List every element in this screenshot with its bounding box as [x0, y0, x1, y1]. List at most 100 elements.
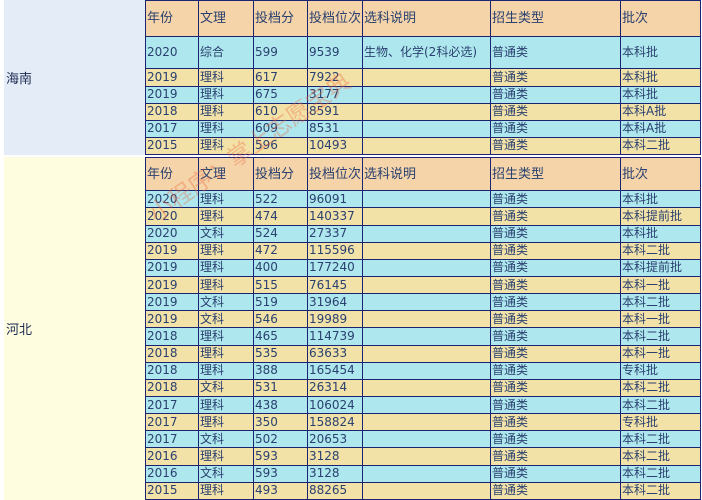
cell-admission-type: 普通类 — [490, 102, 621, 121]
header-row: 年份 文理 投档分 投档位次 选科说明 招生类型 批次 — [145, 0, 701, 38]
cell-score: 675 — [253, 85, 308, 104]
cell-admission-type: 普通类 — [490, 36, 621, 70]
cell-admission-type: 普通类 — [490, 378, 621, 397]
cell-score: 524 — [253, 224, 308, 243]
cell-score: 515 — [253, 275, 308, 295]
score-table: 年份 文理 投档分 投档位次 选科说明 招生类型 批次 2020 综合 599 9539 生物、化学(… — [145, 0, 701, 156]
cell-batch: 本科二批 — [620, 293, 701, 312]
cell-admission-type: 普通类 — [490, 275, 621, 295]
table-row: 2020 理科 474 140337 普通类 本科提前批 — [145, 207, 701, 226]
cell-batch: 本科批 — [620, 85, 701, 104]
cell-score: 438 — [253, 395, 308, 415]
cell-batch: 本科二批 — [620, 430, 701, 449]
cell-year: 2019 — [145, 85, 199, 104]
cell-subject-note — [362, 413, 491, 432]
cell-year: 2017 — [145, 413, 199, 432]
table-row: 2019 理科 617 7922 普通类 本科批 — [145, 68, 701, 87]
cell-subject-note — [362, 85, 491, 104]
cell-rank: 177240 — [307, 258, 363, 277]
cell-admission-type: 普通类 — [490, 85, 621, 104]
cell-subject-note — [362, 258, 491, 277]
cell-subject-note — [362, 136, 491, 156]
cell-admission-type: 普通类 — [490, 207, 621, 226]
table-row: 2017 文科 502 20653 普通类 本科二批 — [145, 430, 701, 449]
cell-rank: 31964 — [307, 293, 363, 312]
cell-subject-note — [362, 241, 491, 260]
province-cell: 海南 — [4, 0, 145, 155]
cell-year: 2016 — [145, 447, 199, 466]
cell-score: 610 — [253, 102, 308, 121]
cell-rank: 27337 — [307, 224, 363, 243]
cell-score: 519 — [253, 293, 308, 312]
cell-rank: 114739 — [307, 327, 363, 346]
cell-subject-note — [362, 361, 491, 380]
cell-score: 596 — [253, 136, 308, 156]
cell-subject-note — [362, 102, 491, 121]
table-row: 2020 综合 599 9539 生物、化学(2科必选) 普通类 本科批 — [145, 36, 701, 70]
cell-track: 理科 — [198, 85, 254, 104]
cell-batch: 本科一批 — [620, 310, 701, 329]
cell-batch: 本科二批 — [620, 327, 701, 346]
cell-batch: 本科批 — [620, 224, 701, 243]
cell-subject-note: 生物、化学(2科必选) — [362, 36, 491, 70]
cell-rank: 8531 — [307, 119, 363, 138]
cell-admission-type: 普通类 — [490, 68, 621, 87]
cell-track: 理科 — [198, 395, 254, 415]
cell-rank: 19989 — [307, 310, 363, 329]
cell-subject-note — [362, 275, 491, 295]
cell-subject-note — [362, 119, 491, 138]
cell-track: 理科 — [198, 258, 254, 277]
cell-admission-type: 普通类 — [490, 464, 621, 483]
cell-score: 522 — [253, 190, 308, 209]
table-row: 2020 文科 524 27337 普通类 本科批 — [145, 224, 701, 243]
cell-batch: 专科批 — [620, 413, 701, 432]
cell-score: 465 — [253, 327, 308, 346]
cell-batch: 本科提前批 — [620, 207, 701, 226]
cell-subject-note — [362, 464, 491, 483]
cell-rank: 140337 — [307, 207, 363, 226]
cell-rank: 115596 — [307, 241, 363, 260]
cell-subject-note — [362, 430, 491, 449]
cell-year: 2019 — [145, 241, 199, 260]
cell-subject-note — [362, 207, 491, 226]
cell-batch: 本科批 — [620, 68, 701, 87]
table-row: 2020 理科 522 96091 普通类 本科批 — [145, 190, 701, 209]
cell-subject-note — [362, 293, 491, 312]
cell-track: 文科 — [198, 224, 254, 243]
cell-batch: 专科批 — [620, 361, 701, 380]
cell-subject-note — [362, 310, 491, 329]
table-row: 2019 文科 546 19989 普通类 本科一批 — [145, 310, 701, 329]
cell-rank: 96091 — [307, 190, 363, 209]
table-row: 2017 理科 438 106024 普通类 本科二批 — [145, 395, 701, 415]
table-row: 2019 理科 400 177240 普通类 本科提前批 — [145, 258, 701, 277]
cell-batch: 本科一批 — [620, 344, 701, 363]
cell-year: 2017 — [145, 395, 199, 415]
cell-subject-note — [362, 378, 491, 397]
table-row: 2016 文科 593 3128 普通类 本科二批 — [145, 464, 701, 483]
cell-score: 593 — [253, 464, 308, 483]
header-track: 文理 — [198, 0, 254, 38]
cell-admission-type: 普通类 — [490, 224, 621, 243]
cell-track: 理科 — [198, 68, 254, 87]
table-row: 2019 理科 675 3177 普通类 本科批 — [145, 85, 701, 104]
cell-year: 2019 — [145, 293, 199, 312]
cell-rank: 158824 — [307, 413, 363, 432]
cell-track: 理科 — [198, 119, 254, 138]
cell-score: 472 — [253, 241, 308, 260]
cell-batch: 本科二批 — [620, 395, 701, 415]
cell-batch: 本科二批 — [620, 464, 701, 483]
cell-score: 388 — [253, 361, 308, 380]
cell-track: 理科 — [198, 413, 254, 432]
cell-track: 文科 — [198, 464, 254, 483]
header-score: 投档分 — [253, 156, 308, 192]
table-row: 2018 理科 465 114739 普通类 本科二批 — [145, 327, 701, 346]
cell-admission-type: 普通类 — [490, 395, 621, 415]
cell-track: 理科 — [198, 481, 254, 500]
cell-score: 609 — [253, 119, 308, 138]
cell-score: 502 — [253, 430, 308, 449]
cell-admission-type: 普通类 — [490, 361, 621, 380]
cell-subject-note — [362, 224, 491, 243]
cell-year: 2020 — [145, 36, 199, 70]
table-row: 2019 文科 519 31964 普通类 本科二批 — [145, 293, 701, 312]
header-batch: 批次 — [620, 0, 701, 38]
